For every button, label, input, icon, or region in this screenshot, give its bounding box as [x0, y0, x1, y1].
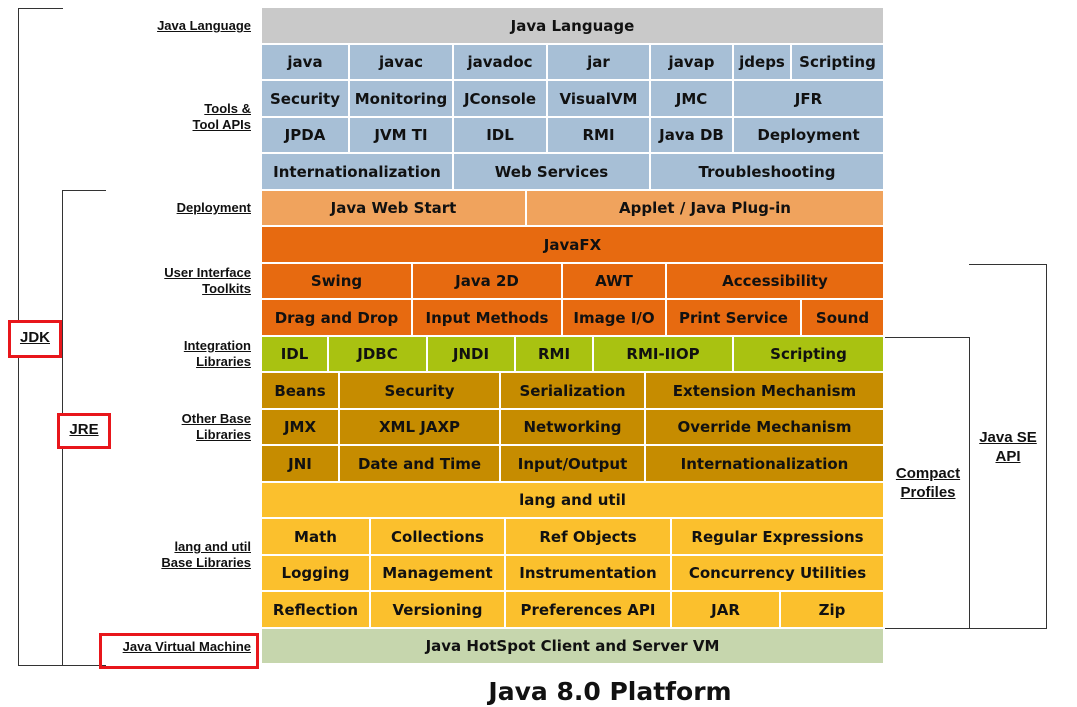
component-serialization: Serialization — [501, 373, 646, 410]
component-applet-java-plug-in: Applet / Java Plug-in — [527, 191, 885, 227]
component-scripting: Scripting — [734, 337, 885, 373]
component-image-i-o: Image I/O — [563, 300, 667, 337]
component-extension-mechanism: Extension Mechanism — [646, 373, 885, 410]
component-jndi: JNDI — [428, 337, 516, 373]
component-preferences-api: Preferences API — [506, 592, 672, 629]
component-jni: JNI — [262, 446, 340, 483]
component-javadoc: javadoc — [454, 45, 548, 81]
component-idl: IDL — [262, 337, 329, 373]
component-swing: Swing — [262, 264, 413, 300]
label-other-base-libraries: Other Base Libraries — [181, 411, 251, 442]
component-security: Security — [340, 373, 501, 410]
compact-profiles-label: Compact Profiles — [895, 465, 961, 501]
component-regular-expressions: Regular Expressions — [672, 519, 885, 556]
component-override-mechanism: Override Mechanism — [646, 410, 885, 446]
component-jconsole: JConsole — [454, 81, 548, 118]
component-javafx: JavaFX — [262, 227, 885, 264]
component-monitoring: Monitoring — [350, 81, 454, 118]
component-javac: javac — [350, 45, 454, 81]
component-awt: AWT — [563, 264, 667, 300]
component-xml-jaxp: XML JAXP — [340, 410, 501, 446]
component-jvm-ti: JVM TI — [350, 118, 454, 154]
label-tools-apis: Tools & Tool APIs — [192, 101, 252, 132]
component-jdeps: jdeps — [734, 45, 792, 81]
component-internationalization: Internationalization — [646, 446, 885, 483]
component-scripting: Scripting — [792, 45, 885, 81]
jre-label: JRE — [69, 421, 99, 438]
java-se-api-bracket — [969, 264, 1047, 629]
component-jar: jar — [548, 45, 651, 81]
component-java-db: Java DB — [651, 118, 734, 154]
component-jmx: JMX — [262, 410, 340, 446]
component-java-hotspot-client-and-server-vm: Java HotSpot Client and Server VM — [262, 629, 885, 665]
component-deployment: Deployment — [734, 118, 885, 154]
component-date-and-time: Date and Time — [340, 446, 501, 483]
component-rmi: RMI — [516, 337, 594, 373]
component-drag-and-drop: Drag and Drop — [262, 300, 413, 337]
label-lang-util-base: lang and util Base Libraries — [161, 539, 251, 570]
component-grid: Java Language java javac javadoc jar javap jde… — [262, 8, 885, 665]
component-collections: Collections — [371, 519, 506, 556]
component-java: java — [262, 45, 350, 81]
component-management: Management — [371, 556, 506, 592]
component-print-service: Print Service — [667, 300, 802, 337]
component-java-language: Java Language — [262, 8, 885, 45]
jdk-highlight-box — [8, 320, 62, 358]
component-beans: Beans — [262, 373, 340, 410]
component-math: Math — [262, 519, 371, 556]
label-deployment: Deployment — [176, 200, 251, 215]
component-internationalization: Internationalization — [262, 154, 454, 191]
component-idl: IDL — [454, 118, 548, 154]
component-javap: javap — [651, 45, 734, 81]
component-input-methods: Input Methods — [413, 300, 563, 337]
compact-profiles-bracket — [884, 337, 970, 629]
component-rmi: RMI — [548, 118, 651, 154]
component-reflection: Reflection — [262, 592, 371, 629]
label-java-language: Java Language — [157, 18, 251, 33]
java-se-api-label: Java SE API — [979, 429, 1037, 465]
component-rmi-iiop: RMI-IIOP — [594, 337, 734, 373]
component-zip: Zip — [781, 592, 885, 629]
component-visualvm: VisualVM — [548, 81, 651, 118]
component-logging: Logging — [262, 556, 371, 592]
component-lang-and-util: lang and util — [262, 483, 885, 519]
component-jpda: JPDA — [262, 118, 350, 154]
jvm-highlight-box — [99, 633, 259, 669]
component-networking: Networking — [501, 410, 646, 446]
jdk-label: JDK — [19, 329, 50, 346]
label-integration-libraries: Integration Libraries — [183, 338, 251, 369]
component-web-services: Web Services — [454, 154, 651, 191]
component-java-2d: Java 2D — [413, 264, 563, 300]
component-ref-objects: Ref Objects — [506, 519, 672, 556]
component-versioning: Versioning — [371, 592, 506, 629]
component-input-output: Input/Output — [501, 446, 646, 483]
component-accessibility: Accessibility — [667, 264, 885, 300]
component-java-web-start: Java Web Start — [262, 191, 527, 227]
label-ui-toolkits: User Interface Toolkits — [164, 265, 251, 296]
component-sound: Sound — [802, 300, 885, 337]
component-jdbc: JDBC — [329, 337, 428, 373]
component-jar: JAR — [672, 592, 781, 629]
diagram-title: Java 8.0 Platform — [488, 677, 732, 706]
component-jmc: JMC — [651, 81, 734, 118]
label-java-virtual-machine: Java Virtual Machine — [122, 639, 251, 654]
component-jfr: JFR — [734, 81, 885, 118]
component-troubleshooting: Troubleshooting — [651, 154, 885, 191]
component-concurrency-utilities: Concurrency Utilities — [672, 556, 885, 592]
component-instrumentation: Instrumentation — [506, 556, 672, 592]
jre-highlight-box — [57, 413, 111, 449]
component-security: Security — [262, 81, 350, 118]
